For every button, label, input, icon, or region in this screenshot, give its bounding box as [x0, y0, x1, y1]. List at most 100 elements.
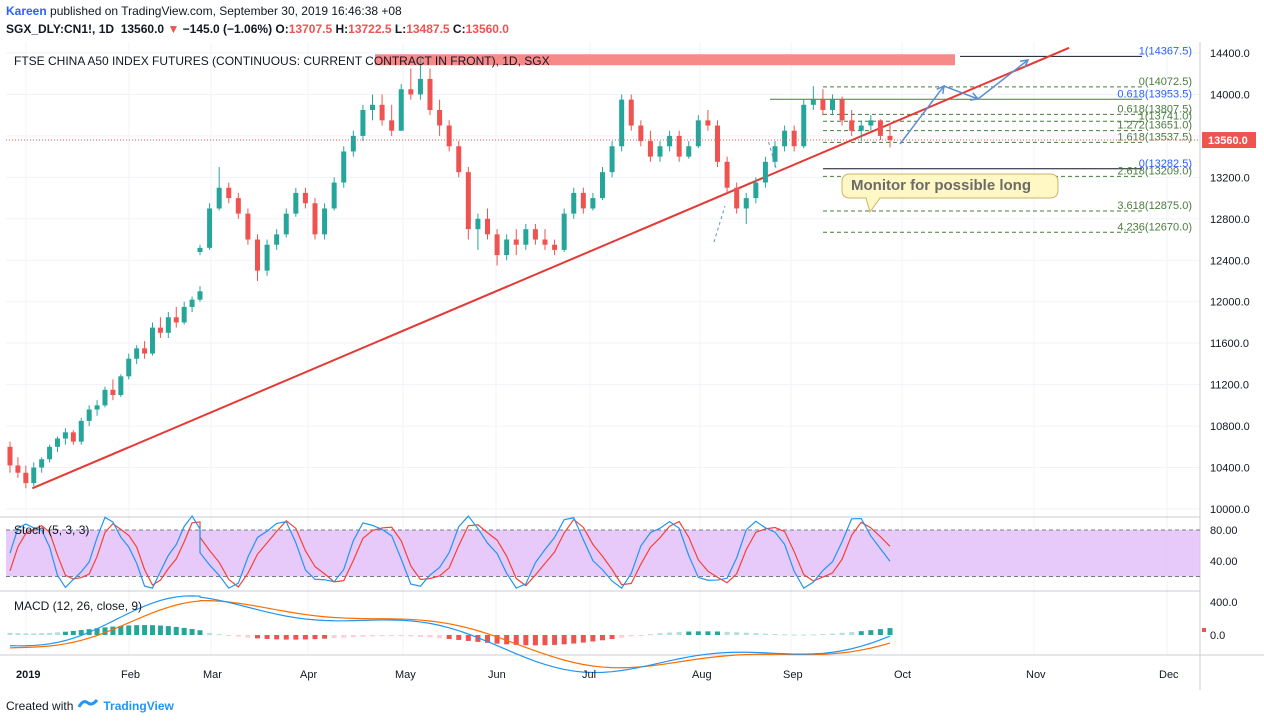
candle-body	[39, 459, 45, 468]
price-tick-label: 14400.0	[1210, 48, 1250, 60]
candle-body	[485, 218, 490, 235]
fib-label: 0.618(13953.5)	[1117, 88, 1192, 100]
published-text: published on TradingView.com, September …	[50, 4, 402, 18]
macd-hist-bar	[532, 635, 538, 646]
candle-body	[877, 120, 883, 136]
candle-body	[110, 389, 116, 395]
macd-hist-bar	[173, 626, 179, 635]
fib-label: 0(14072.5)	[1139, 76, 1192, 88]
fib-levels: 0(14072.5)0.618(13953.5)0.618(13807.5)1(…	[770, 45, 1192, 233]
candle-body	[628, 99, 634, 126]
macd-hist-bar	[705, 631, 711, 635]
price-tick-label: 11600.0	[1210, 338, 1249, 350]
candle-body	[197, 291, 203, 300]
macd-hist-bar	[456, 635, 462, 640]
candle-body	[274, 234, 280, 245]
candle-body	[283, 213, 289, 235]
macd-hist-bar	[542, 635, 548, 646]
candle-body	[437, 109, 443, 126]
candle-body	[126, 358, 132, 377]
candle-body	[350, 135, 356, 152]
candle-body	[7, 446, 13, 466]
resistance-band	[375, 54, 955, 66]
callout-text: Monitor for possible long	[851, 177, 1031, 194]
macd-hist-bar	[609, 635, 615, 640]
tradingview-brand[interactable]: TradingView	[103, 698, 174, 713]
candle-body	[743, 198, 749, 209]
candle-body	[580, 192, 586, 209]
stoch-d-line	[9, 518, 891, 588]
trendline[interactable]	[31, 46, 1070, 490]
time-tick-label: Dec	[1159, 669, 1179, 681]
macd-hist-bar	[446, 635, 452, 640]
candle-body	[446, 125, 452, 147]
macd-hist-bar	[255, 635, 260, 639]
macd-hist-bar	[647, 634, 653, 636]
macd-hist-bar	[877, 629, 883, 635]
author-name[interactable]: Kareen	[6, 4, 47, 18]
candle-body	[341, 151, 347, 183]
macd-signal-line	[9, 599, 891, 669]
macd-hist-bar	[513, 635, 519, 645]
candle-body	[753, 182, 759, 199]
macd-hist-bar	[226, 635, 232, 636]
projection-arrows	[713, 59, 1030, 243]
macd-hist-bar	[676, 631, 682, 635]
price-tick-label: 13200.0	[1210, 172, 1250, 184]
annotation-callout[interactable]: Monitor for possible long	[841, 173, 1059, 214]
macd-hist-bar	[638, 635, 644, 636]
fib-label: 1(14367.5)	[1139, 45, 1192, 57]
resistance-zone	[375, 54, 955, 66]
time-tick-label: May	[395, 669, 416, 681]
candle-body	[801, 104, 807, 147]
macd-hist-bar	[15, 633, 21, 635]
price-tick-label: 10400.0	[1210, 463, 1250, 475]
stoch-tick: 80.00	[1210, 525, 1238, 537]
candle-body	[264, 244, 270, 271]
macd-hist-bar	[235, 635, 241, 637]
macd-pane: MACD (12, 26, close, 9) 400.0 0.0	[7, 595, 1238, 674]
time-tick-label: Oct	[894, 669, 911, 681]
footer: Created with TradingView	[6, 697, 174, 714]
price-tick-label: 10000.0	[1210, 504, 1250, 516]
macd-hist-bar	[686, 631, 692, 635]
macd-hist-bar	[110, 626, 116, 635]
fib-label: 3.618(12875.0)	[1117, 200, 1192, 212]
candle-body	[15, 465, 21, 473]
macd-hist-bar	[849, 632, 855, 635]
macd-hist-bar	[628, 635, 634, 637]
fib-label: 1(13741.0)	[1139, 110, 1192, 122]
candle-body	[226, 187, 232, 199]
candle-body	[561, 213, 567, 250]
last-price: 13560.0	[120, 22, 165, 36]
macd-hist-bar	[189, 629, 195, 635]
candle-body	[62, 432, 68, 439]
candle-body	[887, 135, 893, 141]
stoch-label: Stoch (5, 3, 3)	[14, 523, 89, 537]
macd-hist-bar	[207, 632, 213, 635]
macd-hist-bar	[360, 635, 366, 637]
candle-body	[157, 327, 163, 333]
symbol-label: SGX_DLY:CN1!, 1D	[6, 22, 115, 36]
macd-hist-bar	[772, 634, 778, 636]
fib-label: 0.618(13807.5)	[1117, 103, 1192, 115]
macd-hist-bar	[157, 625, 163, 635]
projection-path	[899, 59, 1029, 145]
macd-hist-bar	[350, 635, 356, 638]
candle-body	[293, 192, 299, 214]
candle-body	[78, 420, 84, 442]
publish-line: Kareen published on TradingView.com, Sep…	[6, 4, 402, 18]
macd-hist-bar	[31, 633, 37, 635]
macd-hist-bar	[753, 633, 759, 635]
candle-body	[118, 376, 124, 395]
time-tick-label: 2019	[16, 669, 40, 681]
time-tick-label: Feb	[121, 669, 140, 681]
candle-body	[571, 192, 577, 214]
macd-hist-bar	[743, 632, 749, 635]
macd-hist-bar	[600, 635, 605, 641]
candle-body	[86, 409, 92, 421]
macd-hist-bar	[389, 635, 395, 637]
macd-hist-bar	[801, 634, 807, 636]
macd-hist-bar	[791, 634, 797, 636]
